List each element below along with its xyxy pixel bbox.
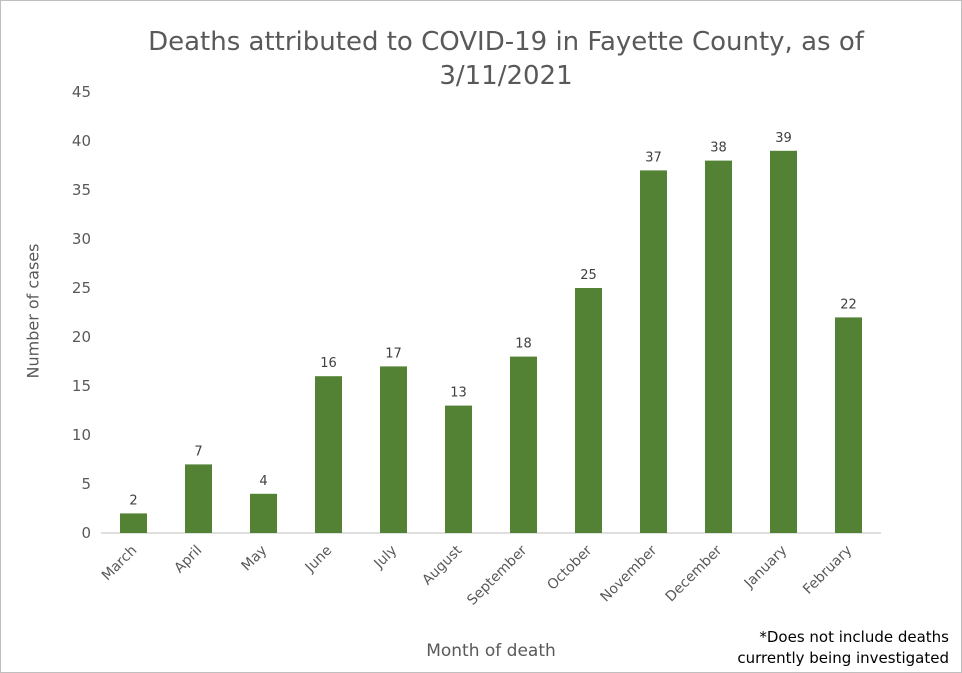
data-label: 37 [645,150,662,165]
data-label: 38 [710,141,727,156]
bar [835,317,862,533]
bar [185,464,212,533]
data-label: 4 [259,474,267,489]
x-tick-label: December [663,542,726,605]
y-tick-label: 5 [81,475,91,493]
data-label: 13 [450,386,467,401]
data-label: 39 [775,131,792,146]
y-tick-label: 15 [72,377,91,395]
footnote-line-1: *Does not include deaths [759,628,949,646]
x-tick-label: February [800,543,855,598]
bar [705,160,732,533]
bar [510,356,537,533]
y-tick-label: 40 [72,132,91,150]
x-axis-label: Month of death [426,641,556,661]
bar [575,288,602,533]
y-tick-label: 35 [72,181,91,199]
bar [120,513,147,533]
data-label: 17 [385,346,402,361]
bar [445,405,472,533]
footnote-line-2: currently being investigated [737,649,949,667]
bar [380,366,407,533]
x-tick-label: August [419,542,465,588]
chart-title: Deaths attributed to COVID-19 in Fayette… [148,27,864,91]
x-tick-label: October [544,542,595,593]
x-tick-label: September [464,542,530,608]
data-label: 18 [515,337,532,352]
y-tick-label: 45 [72,83,91,101]
x-tick-label: January [741,543,791,593]
bar [315,376,342,533]
y-tick-label: 25 [72,279,91,297]
bar [770,150,797,534]
y-tick-label: 10 [72,426,91,444]
x-tick-label: June [302,543,336,577]
bar [640,170,667,533]
x-tick-label: July [370,543,400,573]
data-label: 16 [320,356,337,371]
x-tick-label: March [99,543,140,584]
data-label: 7 [194,444,202,459]
y-tick-label: 0 [81,524,91,542]
data-label: 2 [129,493,137,508]
footnote: *Does not include deaths currently being… [737,627,949,669]
x-tick-label: November [598,542,661,605]
bar [250,493,277,533]
data-label: 22 [840,297,857,312]
x-tick-label: May [239,543,271,575]
y-tick-label: 20 [72,328,91,346]
x-tick-label: April [171,543,205,577]
y-tick-label: 30 [72,230,91,248]
data-label: 25 [580,268,597,283]
